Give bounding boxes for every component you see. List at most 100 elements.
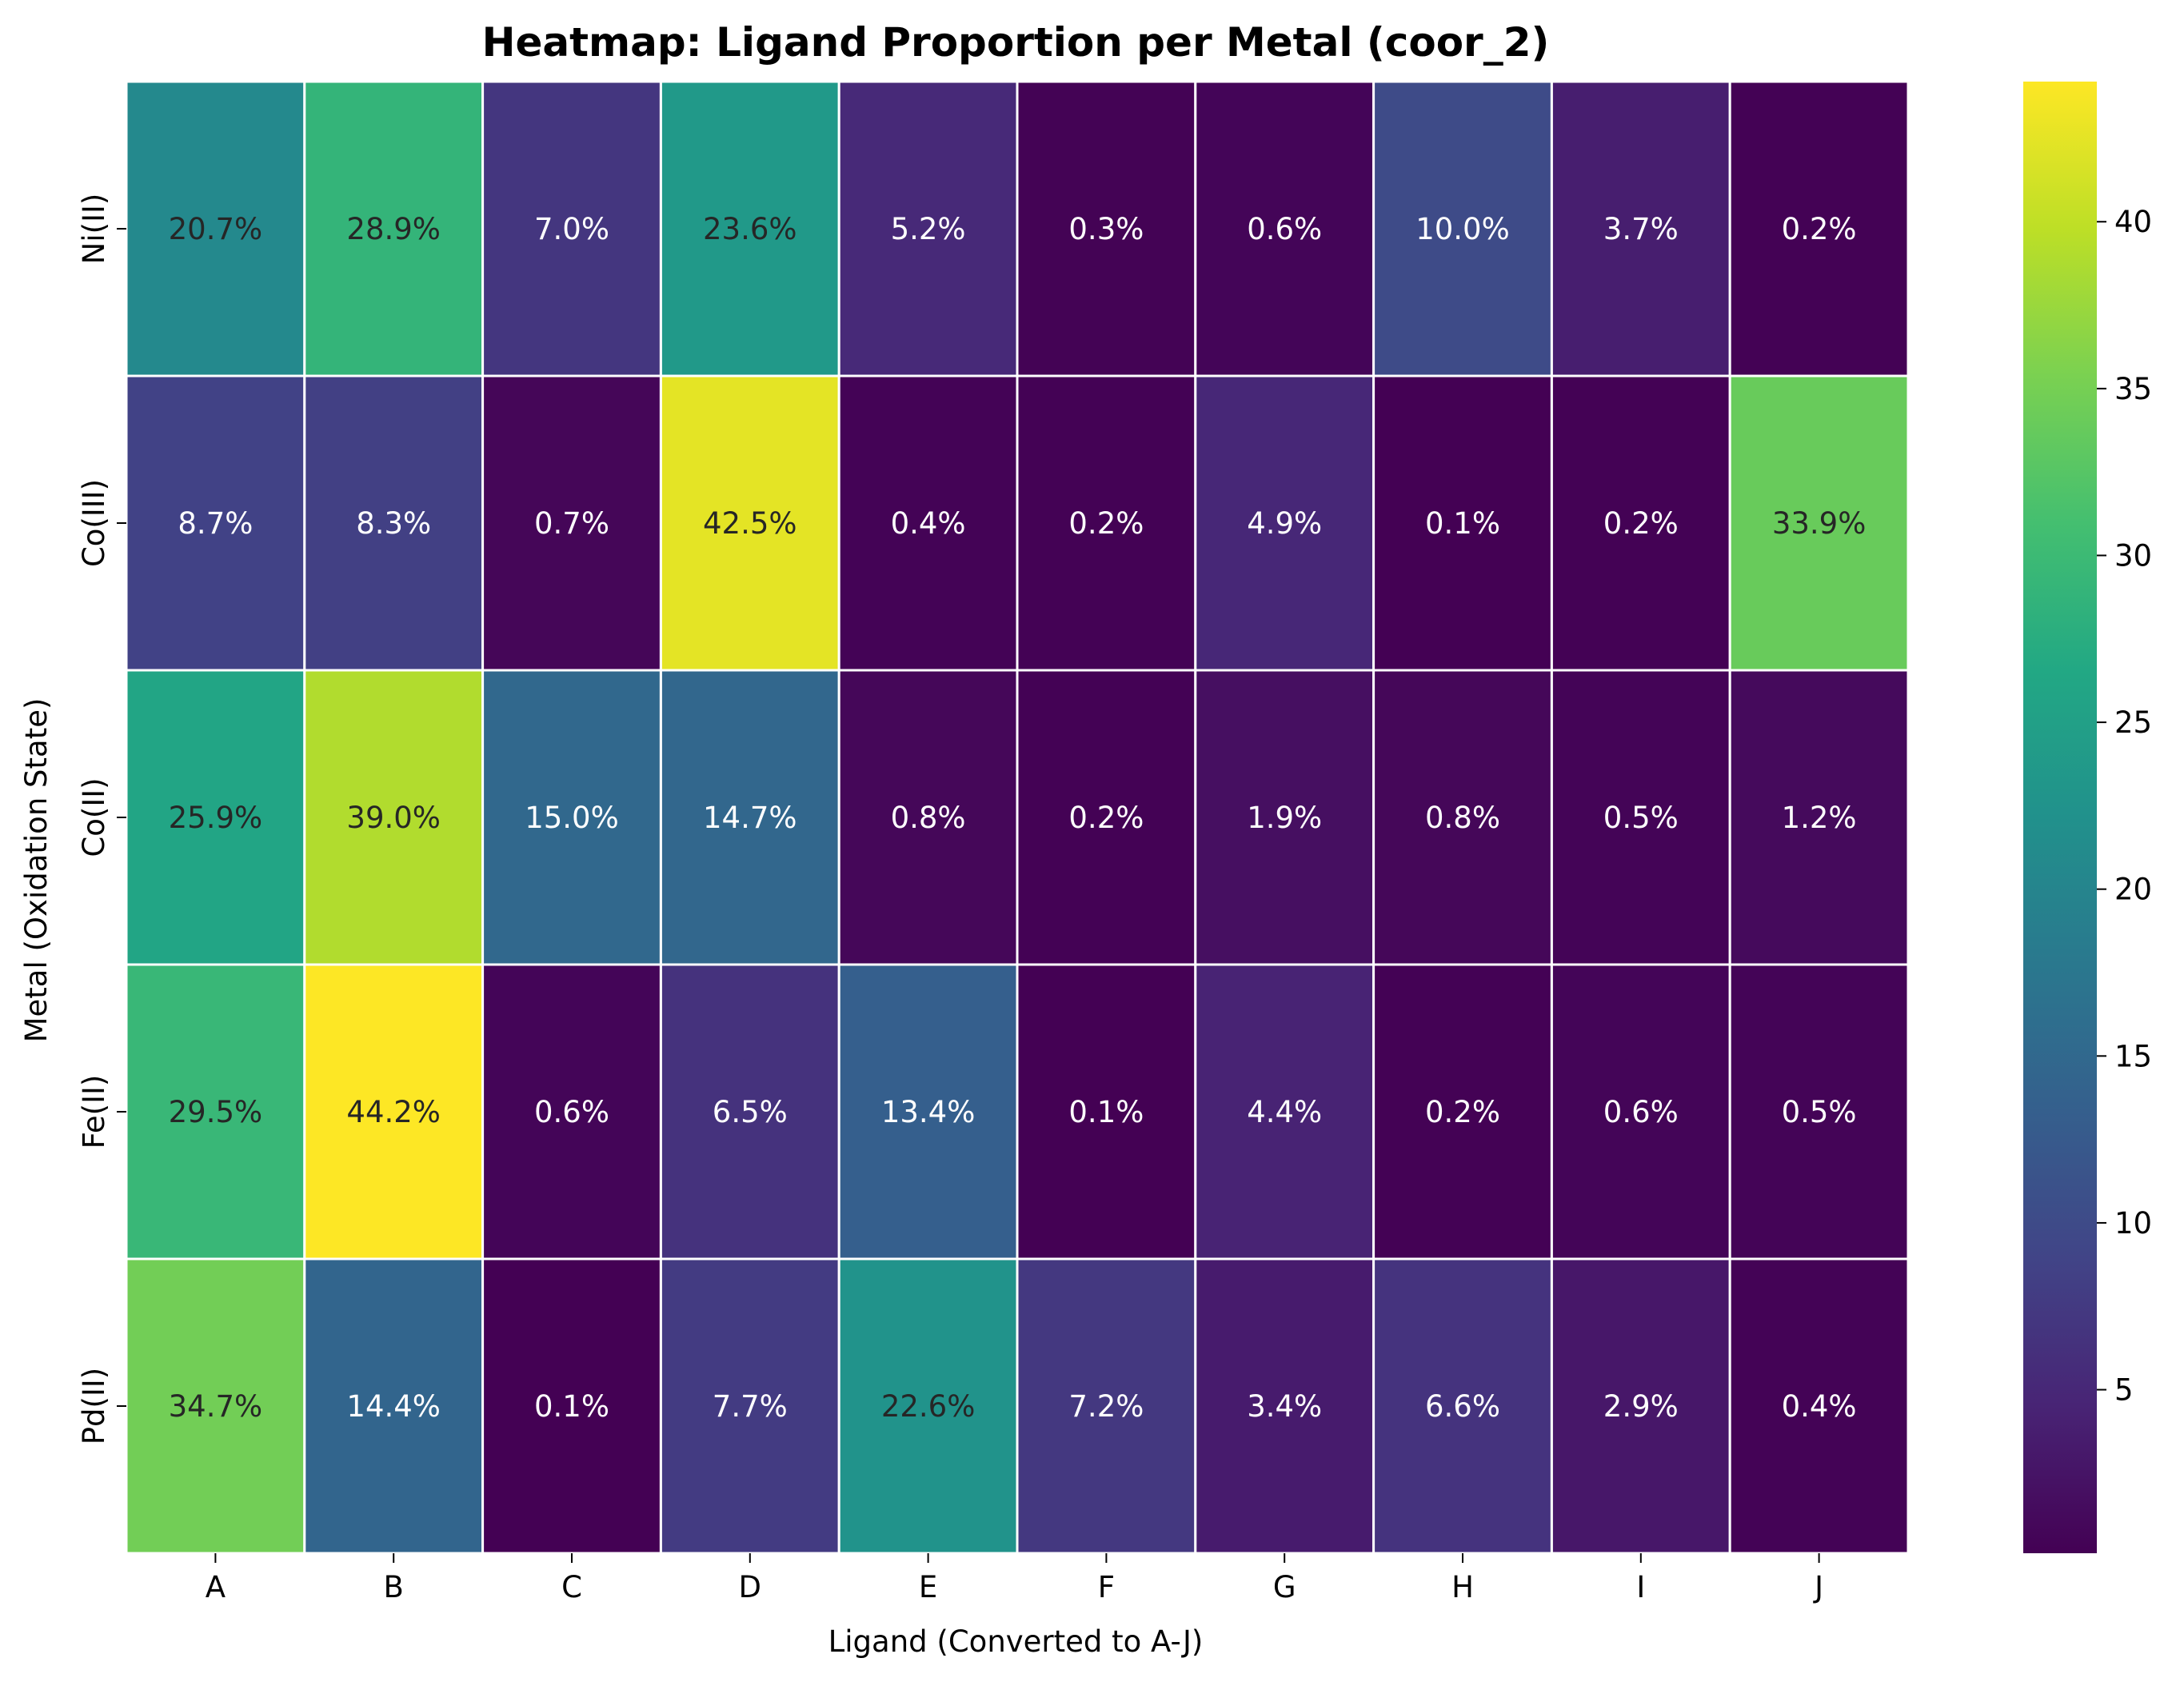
heatmap-cell bbox=[1728, 669, 1910, 966]
colorbar-tick-label: 25 bbox=[2114, 705, 2152, 740]
heatmap-cell bbox=[1372, 963, 1553, 1261]
heatmap-cell bbox=[125, 963, 306, 1261]
cell-value-label: 44.2% bbox=[346, 1095, 441, 1129]
cell-value-label: 0.4% bbox=[891, 506, 966, 541]
cell-value-label: 25.9% bbox=[169, 801, 263, 835]
heatmap-cell bbox=[837, 374, 1019, 672]
x-tick-label: E bbox=[919, 1570, 937, 1604]
cell-value-label: 8.7% bbox=[178, 506, 253, 541]
cell-value-label: 42.5% bbox=[703, 506, 797, 541]
x-tick-label: G bbox=[1273, 1570, 1296, 1604]
cell-value-label: 0.2% bbox=[1782, 212, 1857, 246]
heatmap-cell bbox=[837, 963, 1019, 1261]
heatmap-cell bbox=[837, 669, 1019, 966]
cell-value-label: 7.2% bbox=[1068, 1389, 1144, 1424]
cell-value-label: 4.9% bbox=[1247, 506, 1322, 541]
heatmap-cell bbox=[1194, 963, 1375, 1261]
heatmap-cell bbox=[1194, 374, 1375, 672]
heatmap-cells: 20.7% 28.9% 7.0% 23.6% 5.2% 0.3% 0.6% 10.0% 3.7%… bbox=[125, 80, 1910, 1555]
cell-value-label: 0.6% bbox=[534, 1095, 609, 1129]
colorbar-tick-label: 15 bbox=[2114, 1039, 2152, 1073]
x-tick-label: C bbox=[561, 1570, 582, 1604]
heatmap-cell bbox=[1728, 963, 1910, 1261]
cell-value-label: 29.5% bbox=[169, 1095, 263, 1129]
cell-value-label: 14.4% bbox=[346, 1389, 441, 1424]
x-tick-label: D bbox=[739, 1570, 762, 1604]
chart-title: Heatmap: Ligand Proportion per Metal (co… bbox=[482, 19, 1550, 66]
y-tick-label: Fe(II) bbox=[77, 1075, 111, 1149]
cell-value-label: 1.2% bbox=[1782, 801, 1857, 835]
heatmap-cell bbox=[1194, 1257, 1375, 1555]
heatmap-cell bbox=[303, 80, 485, 378]
heatmap-cell bbox=[1550, 669, 1731, 966]
cell-value-label: 0.2% bbox=[1603, 506, 1679, 541]
cell-value-label: 39.0% bbox=[346, 801, 441, 835]
colorbar: 5 10 15 20 25 30 35 40 bbox=[2023, 82, 2152, 1553]
cell-value-label: 7.7% bbox=[713, 1389, 788, 1424]
x-tick-label: B bbox=[384, 1570, 404, 1604]
x-axis-label: Ligand (Converted to A-J) bbox=[828, 1624, 1204, 1659]
heatmap-cell bbox=[481, 374, 662, 672]
x-tick-label: A bbox=[206, 1570, 226, 1604]
cell-value-label: 0.1% bbox=[1425, 506, 1500, 541]
cell-value-label: 4.4% bbox=[1247, 1095, 1322, 1129]
heatmap-cell bbox=[303, 669, 485, 966]
x-tick-label: F bbox=[1098, 1570, 1115, 1604]
heatmap-cell bbox=[1016, 1257, 1197, 1555]
cell-value-label: 28.9% bbox=[346, 212, 441, 246]
cell-value-label: 0.7% bbox=[534, 506, 609, 541]
cell-value-label: 0.2% bbox=[1425, 1095, 1500, 1129]
heatmap-cell bbox=[659, 80, 840, 378]
heatmap-cell bbox=[125, 669, 306, 966]
cell-value-label: 1.9% bbox=[1247, 801, 1322, 835]
cell-value-label: 20.7% bbox=[169, 212, 263, 246]
heatmap-cell bbox=[1728, 374, 1910, 672]
cell-value-label: 0.4% bbox=[1782, 1389, 1857, 1424]
cell-value-label: 22.6% bbox=[881, 1389, 976, 1424]
cell-value-label: 8.3% bbox=[356, 506, 431, 541]
heatmap-cell bbox=[303, 1257, 485, 1555]
y-axis-label: Metal (Oxidation State) bbox=[19, 698, 54, 1043]
heatmap-cell bbox=[1194, 669, 1375, 966]
x-tick-label: H bbox=[1451, 1570, 1474, 1604]
y-tick-label: Ni(II) bbox=[77, 194, 111, 265]
cell-value-label: 6.6% bbox=[1425, 1389, 1500, 1424]
cell-value-label: 5.2% bbox=[891, 212, 966, 246]
y-tick-label: Co(III) bbox=[77, 479, 111, 567]
cell-value-label: 0.5% bbox=[1782, 1095, 1857, 1129]
cell-value-label: 0.2% bbox=[1068, 506, 1144, 541]
heatmap-cell bbox=[481, 669, 662, 966]
cell-value-label: 3.4% bbox=[1247, 1389, 1322, 1424]
heatmap-cell bbox=[1728, 80, 1910, 378]
colorbar-tick-label: 35 bbox=[2114, 372, 2152, 406]
y-tick-label: Co(II) bbox=[77, 777, 111, 857]
heatmap-cell bbox=[1016, 80, 1197, 378]
x-axis-ticks: A B C D E F G H I J bbox=[206, 1553, 1823, 1604]
cell-value-label: 6.5% bbox=[713, 1095, 788, 1129]
heatmap-cell bbox=[1728, 1257, 1910, 1555]
colorbar-tick-label: 10 bbox=[2114, 1206, 2152, 1241]
colorbar-tick-label: 40 bbox=[2114, 205, 2152, 239]
cell-value-label: 2.9% bbox=[1603, 1389, 1679, 1424]
cell-value-label: 0.6% bbox=[1247, 212, 1322, 246]
heatmap-cell bbox=[481, 1257, 662, 1555]
cell-value-label: 34.7% bbox=[169, 1389, 263, 1424]
heatmap-cell bbox=[1550, 963, 1731, 1261]
x-tick-label: J bbox=[1813, 1570, 1823, 1604]
cell-value-label: 10.0% bbox=[1415, 212, 1510, 246]
colorbar-tick-label: 5 bbox=[2114, 1373, 2134, 1408]
heatmap-cell bbox=[1372, 374, 1553, 672]
cell-value-label: 0.2% bbox=[1068, 801, 1144, 835]
x-tick-label: I bbox=[1636, 1570, 1645, 1604]
heatmap-cell bbox=[1372, 669, 1553, 966]
cell-value-label: 33.9% bbox=[1772, 506, 1867, 541]
colorbar-gradient bbox=[2023, 82, 2097, 1553]
cell-value-label: 0.5% bbox=[1603, 801, 1679, 835]
cell-value-label: 0.3% bbox=[1068, 212, 1144, 246]
cell-value-label: 14.7% bbox=[703, 801, 797, 835]
cell-value-label: 3.7% bbox=[1603, 212, 1679, 246]
heatmap-cell bbox=[303, 374, 485, 672]
heatmap-cell bbox=[1016, 963, 1197, 1261]
heatmap-cell bbox=[1372, 1257, 1553, 1555]
cell-value-label: 0.1% bbox=[534, 1389, 609, 1424]
